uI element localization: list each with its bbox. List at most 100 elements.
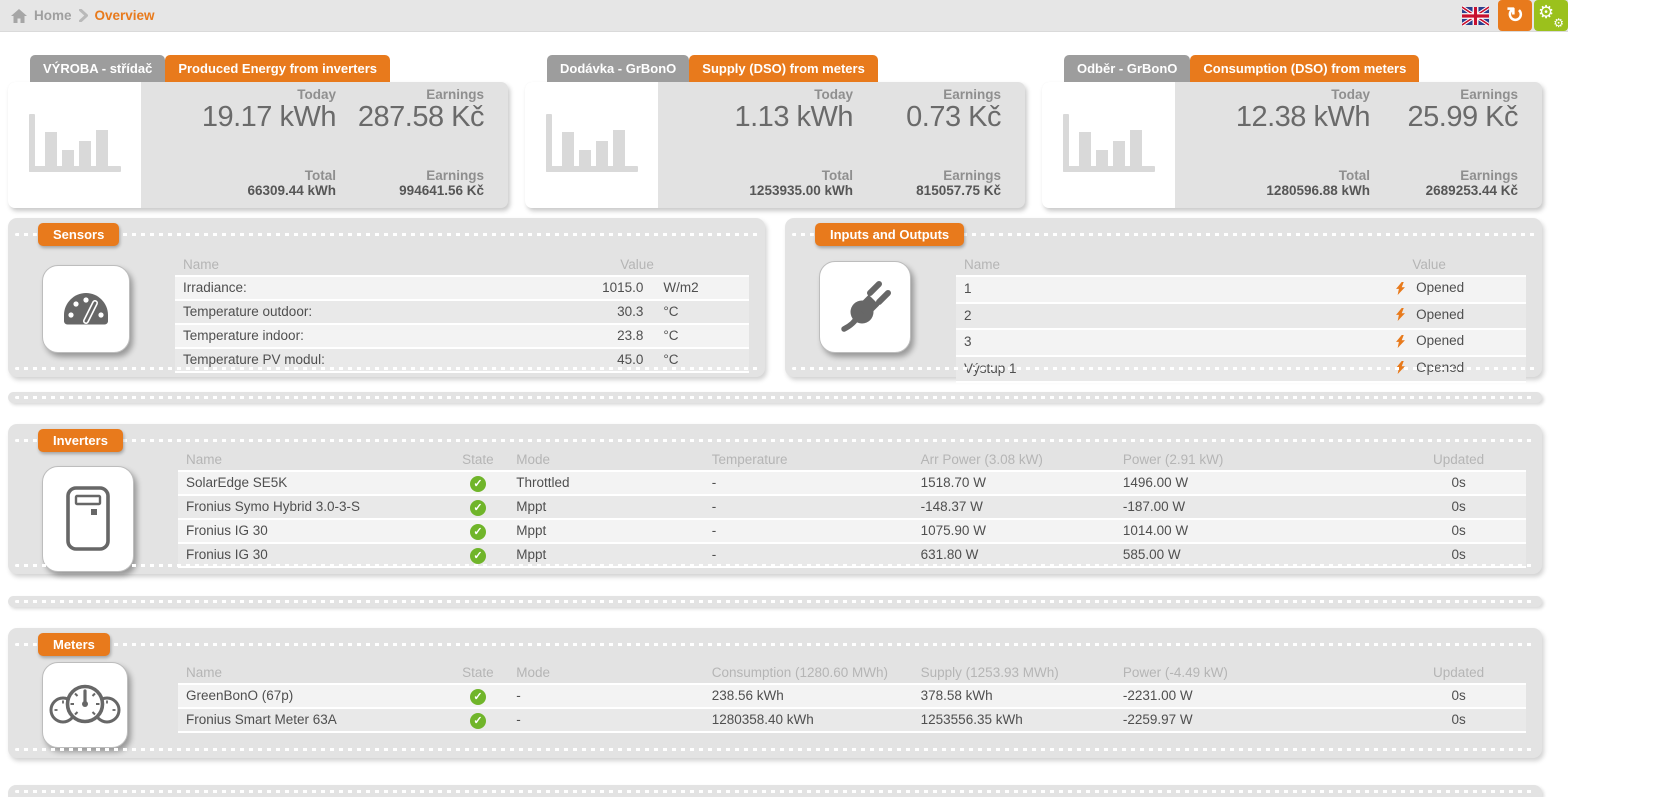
sensor-row: Temperature indoor: 23.8 °C: [175, 324, 749, 349]
inverter-row: Fronius Symo Hybrid 3.0-3-S ✓ Mppt - -14…: [178, 495, 1526, 520]
sensor-value: 1015.0: [525, 276, 652, 301]
panel-sensors: Sensors Name V: [8, 218, 765, 377]
meter-mode: -: [508, 684, 704, 709]
section-separator: [8, 392, 1542, 403]
breadcrumb-home-link[interactable]: Home: [34, 8, 72, 23]
total-value: 1253935.00 kWh: [749, 183, 853, 198]
meter-name: GreenBonO (67p): [178, 684, 448, 709]
open-contact-icon: [1394, 281, 1407, 295]
refresh-icon: ↻: [1506, 4, 1524, 27]
column-header-updated: Updated: [1391, 664, 1526, 685]
inverters-table: Name State Mode Temperature Arr Power (3…: [178, 451, 1526, 568]
column-header-mode: Mode: [508, 664, 704, 685]
total-earnings-value: 815057.75 Kč: [916, 183, 1001, 198]
card-type-tab[interactable]: Produced Energy from inverters: [165, 55, 390, 82]
io-state-text: Opened: [1416, 280, 1465, 295]
column-header-mode: Mode: [508, 451, 704, 472]
language-switch-button[interactable]: [1461, 5, 1490, 26]
status-ok-icon: ✓: [469, 689, 486, 705]
meter-power: -2259.97 W: [1114, 708, 1392, 733]
io-name: 1: [956, 276, 1333, 304]
inverter-name: Fronius IG 30: [178, 519, 448, 544]
earnings-value: 25.99 Kč: [1407, 101, 1519, 133]
card-name-tab[interactable]: Odběr - GrBonO: [1064, 55, 1191, 82]
sensor-unit: °C: [651, 300, 749, 325]
bar-chart-icon: [525, 82, 658, 208]
column-header-value: Value: [525, 256, 749, 277]
meter-consumption: 238.56 kWh: [703, 684, 913, 709]
sensor-value: 23.8: [525, 324, 652, 349]
earnings-label: Earnings: [426, 87, 484, 102]
io-state-text: Opened: [1416, 333, 1465, 348]
sensors-table: Name Value Irradiance: 1015.0 W/m2 Tempe…: [175, 256, 749, 373]
meter-supply: 1253556.35 kWh: [912, 708, 1115, 733]
total-label: Total: [1338, 168, 1370, 183]
breadcrumb: Home Overview: [0, 8, 155, 23]
total-earnings-value: 994641.56 Kč: [399, 183, 484, 198]
open-contact-icon: [1394, 334, 1407, 348]
today-label: Today: [1331, 87, 1370, 102]
panel-meters: Meters: [8, 628, 1542, 758]
io-name: 2: [956, 302, 1333, 330]
sensor-unit: °C: [651, 324, 749, 349]
column-header-power: Power (2.91 kW): [1114, 451, 1392, 472]
refresh-button[interactable]: ↻: [1498, 0, 1532, 31]
meter-row: GreenBonO (67p) ✓ - 238.56 kWh 378.58 kW…: [178, 684, 1526, 709]
total-value: 66309.44 kWh: [247, 183, 336, 198]
io-value: Opened: [1332, 302, 1526, 330]
meter-updated: 0s: [1391, 684, 1526, 709]
io-name: 3: [956, 329, 1333, 357]
today-value: 19.17 kWh: [201, 101, 337, 133]
today-value: 1.13 kWh: [734, 101, 854, 133]
breadcrumb-current-page[interactable]: Overview: [94, 8, 155, 23]
earnings-label: Earnings: [943, 87, 1001, 102]
inverter-power: 1014.00 W: [1114, 519, 1392, 544]
card-name-tab[interactable]: VÝROBA - střídač: [30, 55, 166, 82]
total-label: Total: [821, 168, 853, 183]
status-ok-icon: ✓: [469, 524, 486, 540]
meters-icon: [42, 662, 128, 748]
io-value: Opened: [1332, 276, 1526, 304]
sensor-row: Temperature outdoor: 30.3 °C: [175, 300, 749, 325]
today-label: Today: [297, 87, 336, 102]
bar-chart-icon: [8, 82, 141, 208]
column-header-updated: Updated: [1391, 451, 1526, 472]
settings-button[interactable]: ⚙ ⚙: [1534, 0, 1568, 31]
topbar-actions: ↻ ⚙ ⚙: [1461, 0, 1568, 31]
inverter-name: Fronius Symo Hybrid 3.0-3-S: [178, 495, 448, 520]
total-value: 1280596.88 kWh: [1266, 183, 1370, 198]
inverter-row: SolarEdge SE5K ✓ Throttled - 1518.70 W 1…: [178, 471, 1526, 496]
column-header-supply: Supply (1253.93 MWh): [912, 664, 1115, 685]
card-name-tab[interactable]: Dodávka - GrBonO: [547, 55, 690, 82]
inverter-arr-power: 1518.70 W: [912, 471, 1115, 496]
open-contact-icon: [1394, 308, 1407, 321]
inverter-temperature: -: [703, 471, 913, 496]
sensor-name: Irradiance:: [175, 276, 526, 301]
meter-updated: 0s: [1391, 708, 1526, 733]
column-header-name: Name: [175, 256, 526, 277]
meter-supply: 378.58 kWh: [912, 684, 1115, 709]
status-ok-icon: ✓: [469, 713, 486, 729]
today-value: 12.38 kWh: [1235, 101, 1371, 133]
inverter-name: SolarEdge SE5K: [178, 471, 448, 496]
earnings-value: 287.58 Kč: [357, 101, 485, 133]
column-header-value: Value: [1332, 256, 1526, 277]
inverter-updated: 0s: [1391, 495, 1526, 520]
next-panel-edge: [8, 785, 1542, 797]
section-separator: [8, 596, 1542, 607]
panel-title-inputs-outputs: Inputs and Outputs: [815, 223, 965, 246]
total-earnings-label: Earnings: [426, 168, 484, 183]
io-state-text: Opened: [1416, 306, 1465, 322]
gauge-icon: [42, 265, 130, 353]
sensors-io-row: Sensors Name V: [8, 218, 1542, 383]
inverter-arr-power: 1075.90 W: [912, 519, 1115, 544]
column-header-temperature: Temperature: [703, 451, 913, 472]
card-type-tab[interactable]: Consumption (DSO) from meters: [1190, 55, 1420, 82]
sensor-name: Temperature indoor:: [175, 324, 526, 349]
card-consumption: Odběr - GrBonO Consumption (DSO) from me…: [1042, 55, 1542, 208]
column-header-name: Name: [956, 256, 1333, 277]
card-type-tab[interactable]: Supply (DSO) from meters: [689, 55, 878, 82]
gear-icon: ⚙: [1538, 2, 1555, 22]
total-label: Total: [304, 168, 336, 183]
inverter-temperature: -: [703, 519, 913, 544]
